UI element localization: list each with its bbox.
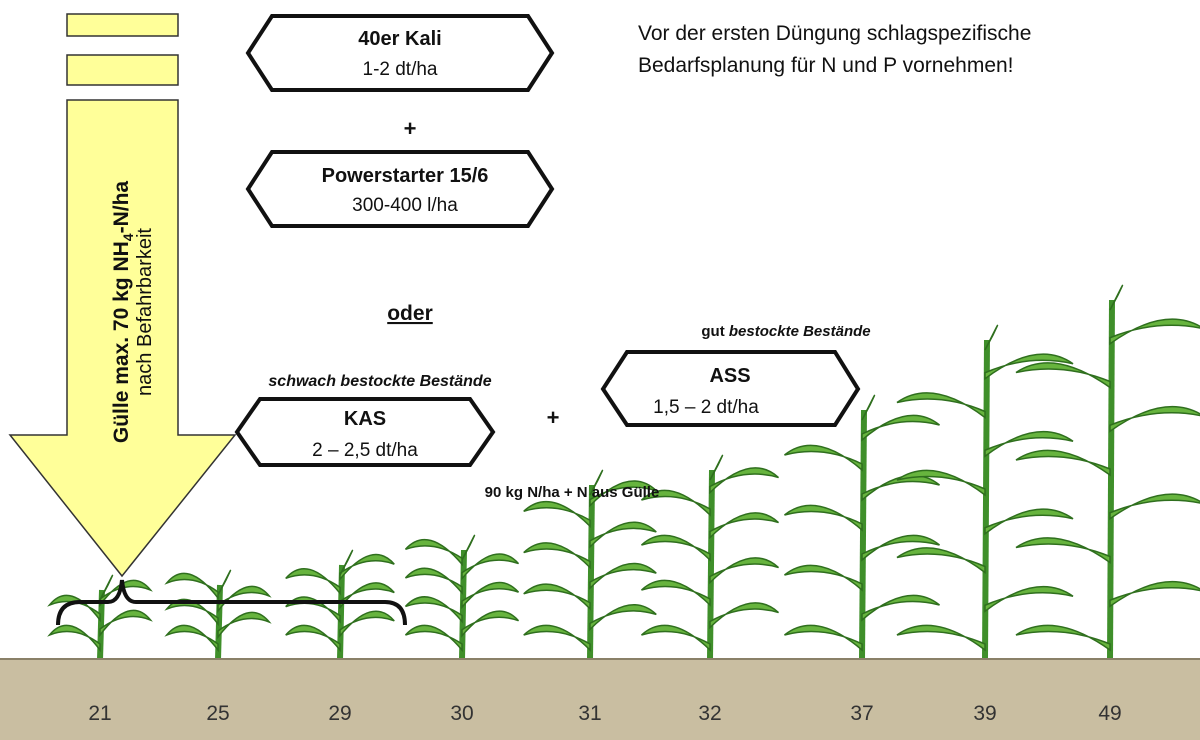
good-word: gut xyxy=(701,323,724,340)
note-line: Bedarfsplanung für N und P vornehmen! xyxy=(638,54,1014,77)
leaf xyxy=(524,625,590,650)
leaf xyxy=(785,565,863,590)
bar xyxy=(67,14,178,36)
leaf xyxy=(406,540,463,565)
leaf xyxy=(524,584,590,609)
leaf xyxy=(462,583,519,608)
leaf xyxy=(1110,494,1200,519)
bar xyxy=(67,55,178,85)
leaf xyxy=(897,548,985,573)
leaf xyxy=(218,586,269,611)
leaf xyxy=(710,603,779,628)
stem xyxy=(862,410,864,660)
leaf xyxy=(462,535,475,560)
or-label: oder xyxy=(387,302,433,325)
box-title: ASS xyxy=(709,365,750,387)
box-title: 40er Kali xyxy=(358,28,441,50)
box-rate: 2 – 2,5 dt/ha xyxy=(312,440,418,461)
leaf xyxy=(785,445,863,470)
stage-label: 49 xyxy=(1098,702,1121,725)
box-rate: 300-400 l/ha xyxy=(352,195,458,216)
leaf xyxy=(100,610,151,635)
stem xyxy=(590,485,592,660)
leaf xyxy=(462,554,519,579)
stage-label: 39 xyxy=(973,702,996,725)
stage-label: 32 xyxy=(698,702,721,725)
plus: + xyxy=(404,116,417,141)
leaf xyxy=(862,415,940,440)
leaf xyxy=(985,325,998,350)
leaf xyxy=(286,625,340,650)
total-label: 90 kg N/ha + N aus Gülle xyxy=(485,484,660,501)
leaf xyxy=(218,570,231,595)
leaf xyxy=(985,509,1073,534)
arrow-text: Gülle max. 70 kg NH xyxy=(110,241,133,443)
leaf xyxy=(642,535,711,560)
leaf xyxy=(1110,319,1200,344)
good-label: gut bestockte Bestände xyxy=(701,323,870,340)
leaf xyxy=(524,502,590,527)
leaf xyxy=(1016,450,1110,475)
leaf xyxy=(1016,538,1110,563)
arrow-label: Gülle max. 70 kg NH4-N/ha xyxy=(110,181,136,444)
stage-label: 21 xyxy=(88,702,111,725)
leaf xyxy=(1016,625,1110,650)
diagram: Gülle max. 70 kg NH4-N/ha nach Befahrbar… xyxy=(0,0,1200,740)
stem xyxy=(985,340,987,660)
leaf xyxy=(642,625,711,650)
leaf xyxy=(785,505,863,530)
leaf xyxy=(897,470,985,495)
soil xyxy=(0,658,1200,740)
note-line: Vor der ersten Düngung schlagspezifische xyxy=(638,22,1031,45)
leaf xyxy=(710,513,779,538)
leaf xyxy=(167,573,218,598)
leaf xyxy=(785,625,863,650)
stage-label: 31 xyxy=(578,702,601,725)
leaf xyxy=(985,587,1073,612)
arrow-text: -N/ha xyxy=(110,181,133,234)
leaf xyxy=(710,558,779,583)
leaf xyxy=(462,611,519,636)
good-rest: bestockte Bestände xyxy=(729,323,871,340)
leaf xyxy=(590,605,656,630)
leaf xyxy=(340,611,394,636)
leaf xyxy=(897,625,985,650)
leaf xyxy=(286,569,340,594)
leaf xyxy=(50,625,101,650)
leaf xyxy=(710,468,779,493)
leaf xyxy=(167,625,218,650)
stage-label: 37 xyxy=(850,702,873,725)
leaf xyxy=(406,568,463,593)
leaf xyxy=(642,580,711,605)
leaf xyxy=(1016,363,1110,388)
leaf xyxy=(406,597,463,622)
leaf xyxy=(1110,285,1123,310)
stem xyxy=(710,470,712,660)
brace xyxy=(58,580,405,625)
box-rate: 1,5 – 2 dt/ha xyxy=(653,397,759,418)
leaf xyxy=(1110,582,1200,607)
leaf xyxy=(862,395,875,420)
leaf xyxy=(897,393,985,418)
stage-label: 29 xyxy=(328,702,351,725)
stage-label: 25 xyxy=(206,702,229,725)
box-title: KAS xyxy=(344,408,386,430)
stage-label: 30 xyxy=(450,702,473,725)
arrow-sublabel: nach Befahrbarkeit xyxy=(134,228,156,396)
leaf xyxy=(524,543,590,568)
leaf xyxy=(1110,407,1200,432)
box-rate: 1-2 dt/ha xyxy=(363,59,438,80)
weak-label: schwach bestockte Bestände xyxy=(268,373,491,390)
plus: + xyxy=(547,405,560,430)
box-title: Powerstarter 15/6 xyxy=(322,165,489,187)
leaf xyxy=(710,455,723,480)
leaf xyxy=(862,595,940,620)
leaf xyxy=(218,612,269,637)
leaf xyxy=(406,625,463,650)
leaf xyxy=(590,564,656,589)
